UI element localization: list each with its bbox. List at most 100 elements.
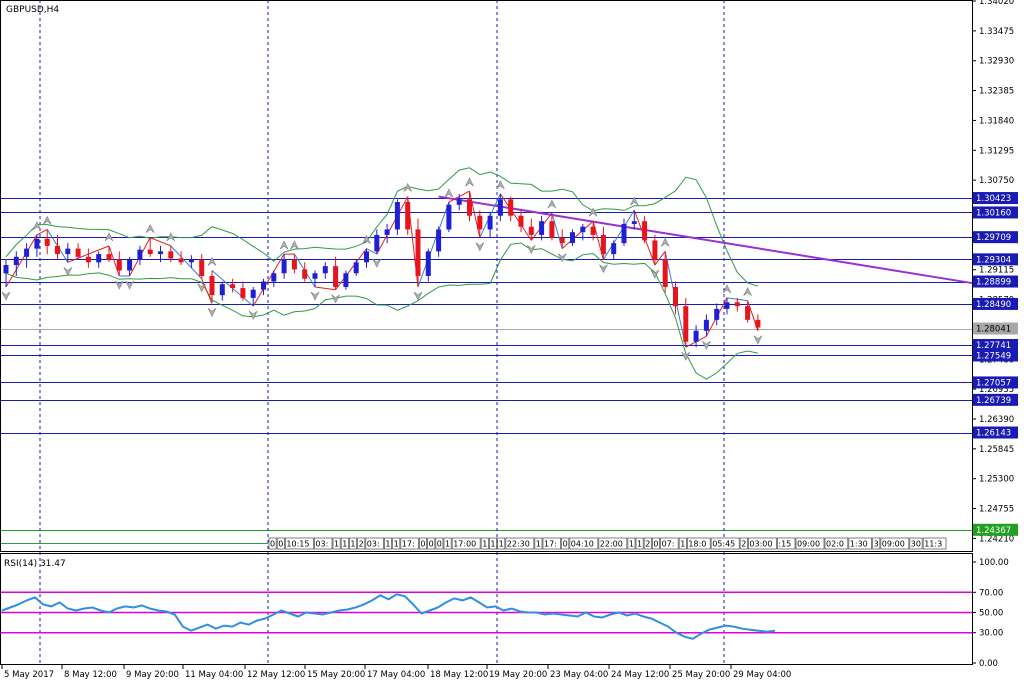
calendar-event-box[interactable] [276, 537, 285, 550]
candle-body[interactable] [322, 266, 328, 274]
candle-body[interactable] [75, 248, 81, 257]
candle-body[interactable] [415, 229, 421, 276]
candle-body[interactable] [487, 215, 493, 230]
candle-body[interactable] [219, 284, 225, 296]
candle-body[interactable] [673, 286, 678, 307]
calendar-event-box[interactable] [687, 537, 711, 550]
candle-body[interactable] [652, 240, 658, 260]
candle-body[interactable] [188, 259, 194, 263]
calendar-event-box[interactable] [922, 537, 947, 550]
candle-body[interactable] [127, 259, 133, 271]
candle-body[interactable] [405, 202, 411, 230]
calendar-event-box[interactable] [660, 537, 679, 550]
calendar-event-box[interactable] [443, 537, 452, 550]
candle-body[interactable] [116, 259, 122, 271]
calendar-event-box[interactable] [357, 537, 366, 550]
calendar-event-box[interactable] [400, 537, 419, 550]
candle-body[interactable] [508, 199, 514, 216]
candle-body[interactable] [13, 256, 19, 266]
calendar-event-box[interactable] [739, 537, 748, 550]
calendar-event-box[interactable] [418, 537, 427, 550]
candle-body[interactable] [147, 249, 153, 255]
calendar-event-box[interactable] [635, 537, 644, 550]
candle-body[interactable] [590, 226, 596, 235]
candle-body[interactable] [96, 254, 102, 263]
calendar-event-box[interactable] [534, 537, 543, 550]
calendar-event-box[interactable] [795, 537, 825, 550]
candle-body[interactable] [570, 232, 575, 244]
candle-body[interactable] [137, 249, 143, 260]
candle-body[interactable] [281, 259, 287, 274]
calendar-event-box[interactable] [824, 537, 849, 550]
candle-body[interactable] [693, 330, 699, 342]
candle-body[interactable] [497, 199, 503, 216]
calendar-event-box[interactable] [480, 537, 489, 550]
candle-body[interactable] [374, 234, 380, 252]
candle-body[interactable] [642, 221, 648, 241]
candle-body[interactable] [539, 221, 545, 235]
candle-body[interactable] [85, 256, 91, 263]
calendar-event-box[interactable] [497, 537, 506, 550]
calendar-event-box[interactable] [268, 537, 277, 550]
candle-body[interactable] [24, 248, 30, 257]
candle-body[interactable] [271, 273, 277, 282]
candle-body[interactable] [44, 238, 50, 246]
candle-body[interactable] [456, 199, 462, 205]
calendar-event-box[interactable] [340, 537, 349, 550]
calendar-event-box[interactable] [569, 537, 599, 550]
trendline[interactable] [438, 195, 973, 285]
calendar-event-box[interactable] [872, 537, 881, 550]
candle-body[interactable] [343, 273, 349, 287]
candle-body[interactable] [158, 251, 163, 255]
candle-body[interactable] [446, 204, 452, 230]
candle-body[interactable] [384, 229, 390, 235]
candle-body[interactable] [261, 281, 266, 290]
candle-body[interactable] [230, 284, 236, 289]
candle-body[interactable] [302, 269, 308, 279]
candle-body[interactable] [631, 221, 637, 224]
candle-body[interactable] [528, 226, 534, 235]
candle-body[interactable] [755, 319, 761, 328]
candle-body[interactable] [291, 259, 297, 270]
candle-body[interactable] [600, 234, 606, 255]
calendar-event-box[interactable] [643, 537, 652, 550]
calendar-event-box[interactable] [348, 537, 357, 550]
calendar-event-box[interactable] [561, 537, 570, 550]
calendar-event-box[interactable] [284, 537, 314, 550]
candle-body[interactable] [3, 265, 9, 274]
calendar-event-box[interactable] [451, 537, 481, 550]
candle-body[interactable] [518, 215, 524, 227]
calendar-event-box[interactable] [505, 537, 535, 550]
calendar-event-box[interactable] [777, 537, 796, 550]
calendar-event-box[interactable] [435, 537, 444, 550]
candle-body[interactable] [250, 289, 256, 298]
candle-body[interactable] [724, 302, 730, 309]
candle-body[interactable] [106, 254, 112, 260]
calendar-event-box[interactable] [627, 537, 636, 550]
candle-body[interactable] [467, 199, 472, 216]
rsi-pane[interactable] [0, 553, 973, 665]
candle-body[interactable] [621, 223, 627, 244]
candle-body[interactable] [333, 266, 339, 287]
calendar-event-box[interactable] [427, 537, 436, 550]
calendar-event-box[interactable] [848, 537, 872, 550]
calendar-event-box[interactable] [392, 537, 401, 550]
candle-body[interactable] [34, 238, 40, 249]
calendar-event-box[interactable] [880, 537, 910, 550]
candle-body[interactable] [394, 202, 400, 230]
candle-body[interactable] [734, 302, 740, 307]
candle-body[interactable] [745, 306, 751, 320]
calendar-event-box[interactable] [488, 537, 497, 550]
candle-body[interactable] [703, 319, 709, 331]
calendar-event-box[interactable] [332, 537, 341, 550]
candle-body[interactable] [312, 273, 318, 279]
candle-body[interactable] [436, 229, 442, 252]
calendar-event-box[interactable] [383, 537, 392, 550]
calendar-event-box[interactable] [678, 537, 687, 550]
candle-body[interactable] [559, 237, 565, 244]
calendar-event-box[interactable] [652, 537, 661, 550]
candle-body[interactable] [240, 288, 246, 298]
candle-body[interactable] [65, 248, 71, 255]
candle-body[interactable] [364, 251, 369, 263]
